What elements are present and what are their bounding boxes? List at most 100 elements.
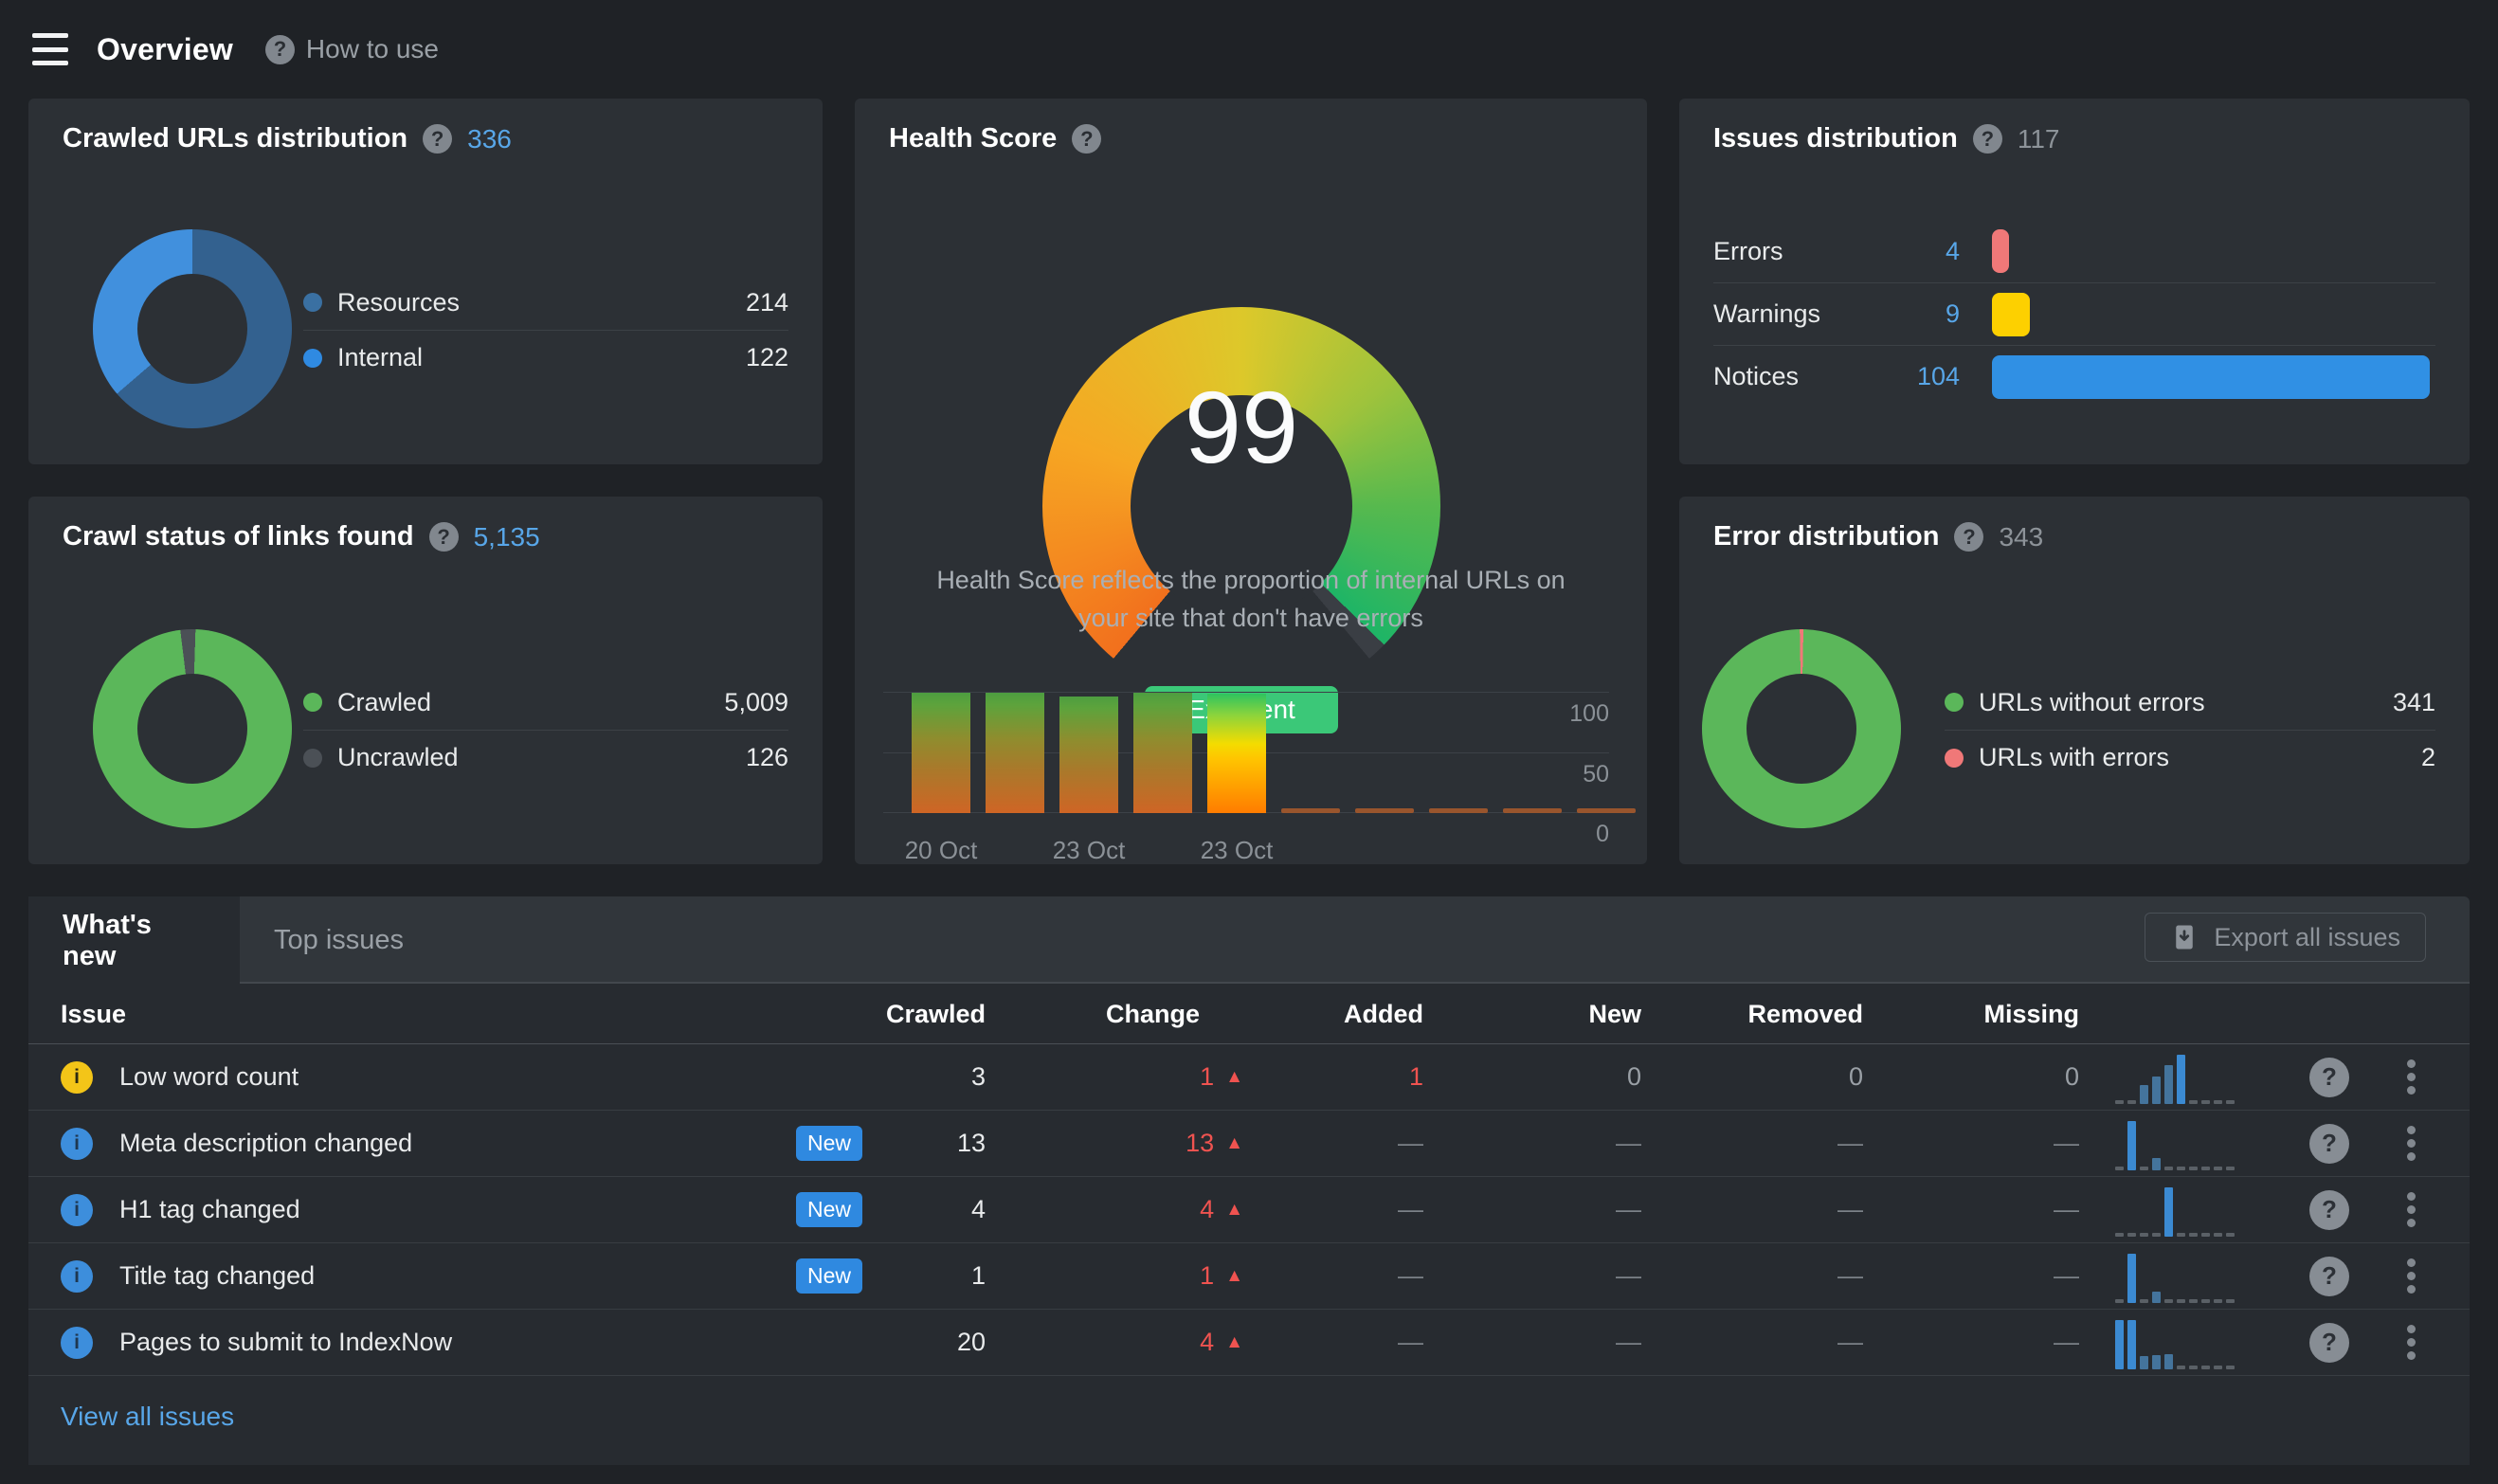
issue-sparkline [2115, 1250, 2238, 1303]
how-to-use-link[interactable]: ? How to use [264, 34, 439, 64]
removed-value: — [1837, 1129, 1863, 1157]
help-icon[interactable]: ? [1972, 124, 2002, 154]
issues-bars: Errors 4 Warnings 9 Notices 104 [1713, 220, 2435, 407]
total-link[interactable]: 5,135 [473, 521, 540, 552]
issue-level-count[interactable]: 104 [1916, 362, 1960, 390]
legend-item: Internal 122 [303, 330, 788, 385]
up-triangle-icon: ▲ [1225, 1200, 1243, 1220]
issue-title: Meta description changed [119, 1129, 413, 1157]
new-value: — [1616, 1195, 1641, 1223]
issue-title: H1 tag changed [119, 1195, 300, 1223]
card-title: Crawled URLs distribution [63, 123, 408, 154]
legend-item: URLs without errors 341 [1945, 675, 2435, 730]
kebab-menu-icon[interactable] [2406, 1126, 2416, 1161]
page-title: Overview [97, 31, 233, 66]
legend-label: URLs with errors [1979, 743, 2170, 771]
view-all-issues-link[interactable]: View all issues [61, 1402, 235, 1431]
change-value: 4 ▲ [1200, 1328, 1243, 1356]
info-icon: i [61, 1326, 93, 1359]
legend-value: 126 [745, 743, 788, 771]
tab-strip: What's new Top issues Export all issues [28, 896, 2470, 986]
kebab-menu-icon[interactable] [2406, 1192, 2416, 1227]
export-all-issues-button[interactable]: Export all issues [2145, 913, 2426, 962]
kebab-menu-icon[interactable] [2406, 1059, 2416, 1095]
donut-chart [93, 229, 292, 428]
issue-sparkline [2115, 1117, 2238, 1170]
issue-title: Title tag changed [119, 1261, 316, 1290]
missing-value: — [2054, 1195, 2079, 1223]
help-icon[interactable]: ? [423, 124, 453, 154]
help-icon[interactable]: ? [1954, 522, 1984, 552]
crawled-value: 1 [970, 1261, 986, 1290]
health-score-description: Health Score reflects the proportion of … [936, 566, 1566, 632]
card-error-distribution: Error distribution ? 343 URLs without er… [1679, 497, 2470, 864]
info-icon: i [61, 1127, 93, 1160]
legend-dot [303, 748, 322, 768]
issue-help-icon[interactable]: ? [2309, 1123, 2349, 1164]
issue-level-row: Warnings 9 [1713, 282, 2435, 345]
missing-value: — [2054, 1129, 2079, 1157]
removed-value: 0 [1848, 1062, 1863, 1091]
table-header: Issue Crawled Change Added New Removed M… [28, 986, 2470, 1044]
legend-label: URLs without errors [1979, 687, 2205, 716]
card-crawl-status: Crawl status of links found ? 5,135 Craw… [28, 497, 823, 864]
col-missing: Missing [1983, 1000, 2079, 1028]
help-icon[interactable]: ? [1072, 124, 1102, 154]
change-value: 1 ▲ [1200, 1261, 1243, 1290]
total-link[interactable]: 336 [467, 123, 512, 154]
legend-label: Crawled [337, 687, 432, 716]
new-value: — [1616, 1129, 1641, 1157]
change-value: 1 ▲ [1200, 1062, 1243, 1091]
issue-help-icon[interactable]: ? [2309, 1189, 2349, 1230]
col-removed: Removed [1747, 1000, 1863, 1028]
col-change: Change [1105, 1000, 1200, 1028]
tab-top-issues[interactable]: Top issues [274, 924, 405, 955]
col-issue: Issue [61, 1000, 127, 1028]
issue-row[interactable]: i H1 tag changed New 4 4 ▲ — — — — ? [28, 1177, 2470, 1243]
legend-value: 5,009 [724, 687, 788, 716]
added-value: — [1398, 1129, 1423, 1157]
card-title: Health Score [889, 123, 1058, 154]
legend-dot [303, 293, 322, 312]
issue-title: Pages to submit to IndexNow [119, 1328, 453, 1356]
legend-item: Crawled 5,009 [303, 675, 788, 730]
new-value: 0 [1626, 1062, 1641, 1091]
issue-row[interactable]: i Meta description changed New 13 13 ▲ — … [28, 1111, 2470, 1177]
table-body: i Low word count 3 1 ▲ 1 0 0 0 ? i Meta d… [28, 1044, 2470, 1376]
issues-table: Issue Crawled Change Added New Removed M… [28, 986, 2470, 1457]
issue-level-count[interactable]: 4 [1945, 236, 1960, 265]
tab-whats-new[interactable]: What's new [28, 896, 240, 986]
issue-help-icon[interactable]: ? [2309, 1322, 2349, 1363]
legend-label: Internal [337, 343, 424, 371]
issue-help-icon[interactable]: ? [2309, 1256, 2349, 1296]
help-icon[interactable]: ? [428, 522, 459, 552]
issue-level-label: Notices [1713, 362, 1800, 390]
donut-chart [93, 629, 292, 828]
issue-row[interactable]: i Low word count 3 1 ▲ 1 0 0 0 ? [28, 1044, 2470, 1111]
issue-level-label: Warnings [1713, 299, 1821, 328]
kebab-menu-icon[interactable] [2406, 1258, 2416, 1294]
issue-row[interactable]: i Title tag changed New 1 1 ▲ — — — — ? [28, 1243, 2470, 1310]
total-count: 343 [1999, 521, 2044, 552]
crawled-value: 20 [956, 1328, 986, 1356]
kebab-menu-icon[interactable] [2406, 1325, 2416, 1360]
legend-value: 122 [745, 343, 788, 371]
issue-level-bar [1992, 229, 2435, 273]
issue-level-bar [1992, 292, 2435, 336]
up-triangle-icon: ▲ [1225, 1133, 1243, 1153]
info-icon: i [61, 1193, 93, 1226]
issue-level-count[interactable]: 9 [1945, 299, 1960, 328]
health-score-gauge: 99 Excellent [1042, 307, 1440, 733]
menu-icon[interactable] [32, 33, 70, 65]
legend-label: Resources [337, 287, 461, 317]
top-bar: Overview ? How to use [0, 0, 2498, 99]
legend-label: Uncrawled [337, 743, 459, 771]
total-count: 117 [2017, 123, 2060, 154]
added-value: — [1398, 1261, 1423, 1290]
issue-sparkline [2115, 1184, 2238, 1237]
missing-value: — [2054, 1261, 2079, 1290]
legend-item: URLs with errors 2 [1945, 730, 2435, 785]
issue-help-icon[interactable]: ? [2309, 1057, 2349, 1097]
issue-row[interactable]: i Pages to submit to IndexNow 20 4 ▲ — — … [28, 1310, 2470, 1376]
card-health-score: Health Score ? 99 Excellent Health Score… [855, 99, 1647, 864]
